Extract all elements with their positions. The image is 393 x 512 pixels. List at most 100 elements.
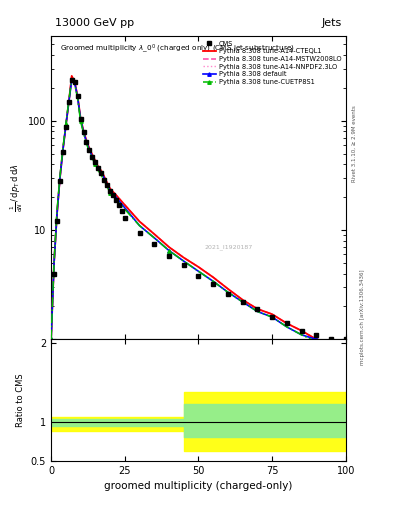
CMS xyxy=(137,229,142,236)
Pythia 8.308 tune-A14-CTEQL1 xyxy=(49,336,53,343)
Pythia 8.308 tune-A14-CTEQL1 xyxy=(152,231,156,237)
Pythia 8.308 tune-A14-CTEQL1 xyxy=(102,174,107,180)
Pythia 8.308 tune-A14-CTEQL1 xyxy=(69,73,74,79)
Pythia 8.308 tune-A14-NNPDF2.3LO xyxy=(105,180,109,186)
CMS xyxy=(299,328,304,334)
Pythia 8.308 tune-CUETP8S1 xyxy=(137,223,142,229)
Pythia 8.308 tune-A14-CTEQL1 xyxy=(108,185,112,191)
Pythia 8.308 tune-CUETP8S1 xyxy=(211,278,216,284)
Pythia 8.308 tune-A14-MSTW2008LO xyxy=(270,311,275,317)
Pythia 8.308 default xyxy=(137,223,142,229)
Pythia 8.308 tune-A14-NNPDF2.3LO xyxy=(81,129,86,135)
Pythia 8.308 tune-A14-MSTW2008LO xyxy=(299,328,304,334)
Pythia 8.308 tune-CUETP8S1 xyxy=(329,342,334,348)
Pythia 8.308 default xyxy=(61,147,65,153)
Pythia 8.308 tune-A14-MSTW2008LO xyxy=(255,306,260,312)
Pythia 8.308 default xyxy=(99,169,104,175)
Pythia 8.308 tune-A14-NNPDF2.3LO xyxy=(299,328,304,334)
CMS xyxy=(226,291,230,297)
Y-axis label: Ratio to CMS: Ratio to CMS xyxy=(16,373,25,427)
Pythia 8.308 default xyxy=(105,182,109,188)
Pythia 8.308 default xyxy=(270,314,275,320)
CMS xyxy=(111,192,116,198)
CMS xyxy=(64,124,68,130)
Pythia 8.308 tune-A14-CTEQL1 xyxy=(99,167,104,174)
Text: Rivet 3.1.10, ≥ 2.9M events: Rivet 3.1.10, ≥ 2.9M events xyxy=(352,105,357,182)
Pythia 8.308 tune-A14-MSTW2008LO xyxy=(102,174,107,180)
CMS xyxy=(255,306,260,312)
Pythia 8.308 tune-A14-CTEQL1 xyxy=(343,342,348,348)
CMS xyxy=(81,129,86,135)
CMS xyxy=(75,93,80,99)
Pythia 8.308 tune-CUETP8S1 xyxy=(299,332,304,338)
Pythia 8.308 tune-A14-NNPDF2.3LO xyxy=(66,99,71,105)
Line: CMS: CMS xyxy=(52,78,347,341)
CMS xyxy=(87,147,92,153)
Pythia 8.308 tune-CUETP8S1 xyxy=(102,178,107,184)
Pythia 8.308 default xyxy=(123,205,127,211)
Pythia 8.308 tune-A14-MSTW2008LO xyxy=(72,79,77,85)
CMS xyxy=(114,197,118,203)
Pythia 8.308 default xyxy=(285,324,289,330)
CMS xyxy=(72,79,77,85)
Pythia 8.308 default xyxy=(78,116,83,122)
Pythia 8.308 tune-A14-CTEQL1 xyxy=(329,339,334,345)
Pythia 8.308 default xyxy=(182,258,186,264)
Pythia 8.308 tune-A14-MSTW2008LO xyxy=(285,321,289,327)
CMS xyxy=(96,165,101,171)
Pythia 8.308 tune-A14-MSTW2008LO xyxy=(196,264,201,270)
Pythia 8.308 tune-A14-NNPDF2.3LO xyxy=(152,231,156,237)
Pythia 8.308 tune-A14-CTEQL1 xyxy=(78,115,83,121)
Pythia 8.308 tune-A14-CTEQL1 xyxy=(93,158,98,164)
Pythia 8.308 tune-A14-MSTW2008LO xyxy=(343,342,348,348)
Pythia 8.308 tune-A14-CTEQL1 xyxy=(167,244,171,250)
Pythia 8.308 tune-CUETP8S1 xyxy=(99,172,104,178)
CMS xyxy=(167,253,171,259)
Pythia 8.308 tune-CUETP8S1 xyxy=(84,140,89,146)
Pythia 8.308 tune-A14-NNPDF2.3LO xyxy=(93,158,98,164)
Pythia 8.308 tune-A14-MSTW2008LO xyxy=(137,219,142,225)
Pythia 8.308 tune-CUETP8S1 xyxy=(196,268,201,274)
Pythia 8.308 tune-A14-NNPDF2.3LO xyxy=(285,321,289,327)
Pythia 8.308 default xyxy=(49,336,53,343)
Pythia 8.308 default xyxy=(52,260,57,266)
Pythia 8.308 tune-A14-NNPDF2.3LO xyxy=(137,219,142,225)
Pythia 8.308 tune-A14-CTEQL1 xyxy=(52,260,57,266)
Pythia 8.308 tune-A14-NNPDF2.3LO xyxy=(329,339,334,345)
Pythia 8.308 tune-A14-CTEQL1 xyxy=(87,145,92,152)
Pythia 8.308 tune-A14-NNPDF2.3LO xyxy=(270,311,275,317)
Pythia 8.308 tune-A14-CTEQL1 xyxy=(75,93,80,99)
Pythia 8.308 tune-A14-CTEQL1 xyxy=(211,274,216,281)
Pythia 8.308 default xyxy=(72,79,77,86)
Pythia 8.308 tune-CUETP8S1 xyxy=(90,156,95,162)
Pythia 8.308 default xyxy=(55,211,59,217)
Pythia 8.308 tune-CUETP8S1 xyxy=(270,314,275,320)
Pythia 8.308 tune-A14-MSTW2008LO xyxy=(211,274,216,281)
CMS xyxy=(105,182,109,188)
Pythia 8.308 tune-A14-NNPDF2.3LO xyxy=(343,342,348,348)
Pythia 8.308 default xyxy=(64,123,68,129)
CMS xyxy=(119,208,124,214)
Pythia 8.308 default xyxy=(66,99,71,105)
CMS xyxy=(90,154,95,160)
Pythia 8.308 tune-A14-NNPDF2.3LO xyxy=(114,192,118,198)
Pythia 8.308 default xyxy=(167,247,171,253)
Text: Jets: Jets xyxy=(321,18,342,28)
Pythia 8.308 tune-A14-CTEQL1 xyxy=(270,311,275,317)
Pythia 8.308 tune-CUETP8S1 xyxy=(52,260,57,266)
Pythia 8.308 tune-A14-MSTW2008LO xyxy=(241,297,245,303)
CMS xyxy=(123,215,127,221)
X-axis label: groomed multiplicity (charged-only): groomed multiplicity (charged-only) xyxy=(104,481,293,491)
CMS xyxy=(58,178,62,184)
Pythia 8.308 tune-A14-NNPDF2.3LO xyxy=(255,306,260,312)
Pythia 8.308 tune-A14-MSTW2008LO xyxy=(123,202,127,208)
CMS xyxy=(52,270,57,276)
Pythia 8.308 tune-A14-CTEQL1 xyxy=(314,336,319,343)
Pythia 8.308 tune-A14-MSTW2008LO xyxy=(81,129,86,135)
Pythia 8.308 tune-A14-CTEQL1 xyxy=(226,286,230,292)
Pythia 8.308 tune-A14-CTEQL1 xyxy=(182,254,186,261)
Pythia 8.308 default xyxy=(299,332,304,338)
Text: Groomed multiplicity $\lambda\_0^0$ (charged only) (CMS jet substructure): Groomed multiplicity $\lambda\_0^0$ (cha… xyxy=(60,42,295,55)
Pythia 8.308 default xyxy=(226,289,230,295)
Pythia 8.308 tune-A14-MSTW2008LO xyxy=(114,192,118,198)
